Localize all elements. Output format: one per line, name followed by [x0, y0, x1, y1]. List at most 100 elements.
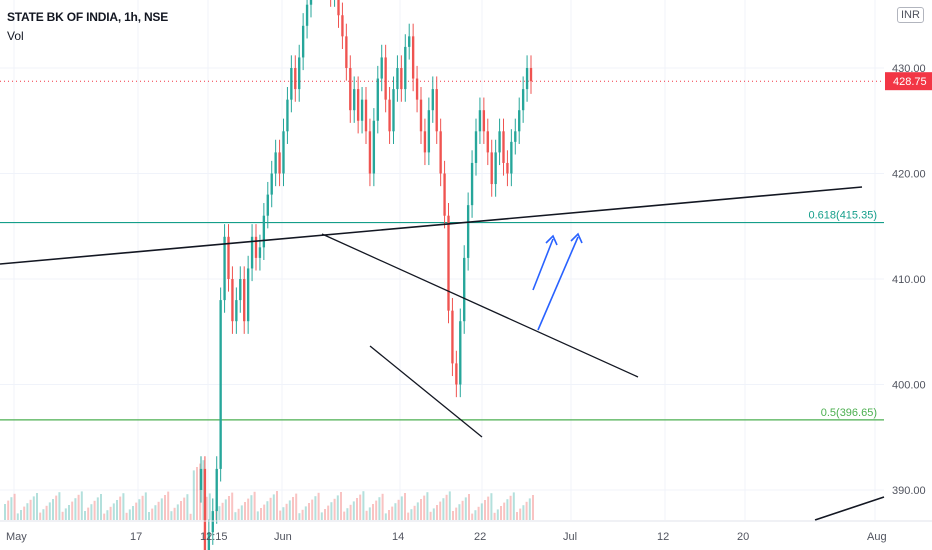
fib-levels: 1(475.95)0.786(442.00)0.618(415.35)0.5(3… [0, 80, 884, 421]
volume-bar [407, 512, 410, 520]
candle-body [498, 131, 501, 153]
volume-bar [42, 509, 45, 520]
volume-bar [192, 470, 195, 520]
volume-bar [285, 503, 288, 520]
candle-body [353, 89, 356, 111]
volume-bar [480, 503, 483, 520]
symbol-title[interactable]: STATE BK OF INDIA, 1h, NSE [7, 10, 169, 24]
volume-indicator-label[interactable]: Vol [7, 29, 24, 43]
volume-bar [429, 511, 432, 520]
volume-bar [103, 513, 106, 520]
volume-bar [496, 509, 499, 520]
volume-bar [176, 504, 179, 520]
candles [199, 0, 533, 550]
volume-bar [484, 500, 486, 520]
candle-body [423, 131, 427, 153]
candle-body [211, 511, 214, 533]
volume-bar [96, 497, 99, 520]
candle-body [466, 205, 470, 258]
volume-bar [423, 495, 426, 520]
volume-bar [224, 499, 227, 520]
volume-bar [58, 492, 61, 520]
volume-bar [343, 511, 346, 520]
upper-trendline [0, 186, 863, 265]
volume-bar [183, 497, 186, 520]
volume-bar [141, 495, 144, 520]
volume-bar [122, 493, 125, 520]
candle-body [274, 152, 277, 174]
volume-bar [26, 503, 29, 520]
volume-bar [295, 493, 298, 520]
candle-body [250, 236, 254, 269]
candle-body [258, 247, 262, 258]
candle-body [388, 99, 391, 132]
candle-body [356, 89, 360, 121]
volume-bar [71, 501, 74, 520]
currency-badge[interactable]: INR [897, 7, 924, 23]
volume-bar [509, 495, 512, 520]
volume-bar [39, 512, 42, 520]
candle-body [439, 131, 442, 174]
candle-body [254, 236, 258, 258]
volume-bar [327, 505, 330, 520]
candle-body [443, 173, 446, 216]
candle-body [266, 194, 269, 216]
candle-body [431, 89, 434, 111]
volume-bar [276, 491, 278, 520]
candle-body [459, 321, 462, 385]
volume-bar [45, 505, 48, 520]
candle-body [309, 0, 313, 5]
price-axis: 390.00400.00410.00420.00430.00440.00450.… [885, 63, 932, 497]
time-tick-label: 12 [657, 531, 669, 543]
time-tick-label: 20 [737, 531, 749, 543]
candle-body [463, 257, 466, 322]
volume-bar [109, 506, 112, 520]
volume-bar [471, 513, 474, 520]
volume-bar [375, 500, 378, 520]
volume-bar [253, 491, 256, 520]
volume-bar [144, 492, 147, 520]
volume-bar [359, 494, 362, 520]
volume-bar [394, 503, 397, 520]
volume-bar [202, 460, 205, 520]
volume-bar [458, 504, 461, 520]
volume-bar [247, 498, 250, 520]
volume-bar [388, 510, 390, 520]
volume-bar [128, 509, 131, 520]
volume-bar [381, 493, 384, 520]
volume-bar [100, 494, 102, 520]
volume-bar [164, 495, 166, 520]
volume-bar [266, 501, 269, 520]
candle-body [525, 68, 529, 90]
volume-bar [477, 506, 480, 520]
volume-bar [416, 502, 419, 520]
time-tick-label: 12:15 [200, 531, 228, 543]
volume-bar [208, 493, 211, 520]
candle-body [235, 300, 238, 322]
volume-bar [528, 498, 531, 520]
volume-bar [93, 500, 96, 520]
candle-body [294, 68, 297, 90]
candle-body [368, 131, 372, 174]
candle-body [298, 57, 301, 90]
volume-bar [320, 512, 323, 520]
volume-bar [352, 501, 355, 520]
candle-body [502, 131, 505, 163]
candle-body [400, 68, 403, 90]
candle-body [227, 236, 230, 279]
volume-bar [279, 510, 282, 520]
volume-bar [525, 501, 528, 520]
volume-bar [173, 507, 176, 520]
volume-bar [490, 493, 493, 520]
volume-bar [244, 502, 246, 520]
volume-bar [464, 497, 467, 520]
candle-body [510, 141, 513, 174]
volume-bar [282, 507, 285, 520]
volume-bar [413, 505, 416, 520]
volume-bar [493, 512, 496, 520]
candle-body [470, 162, 474, 206]
volume-bar [461, 500, 464, 520]
volume-bar [180, 501, 182, 520]
time-tick-label: Jun [274, 531, 292, 543]
